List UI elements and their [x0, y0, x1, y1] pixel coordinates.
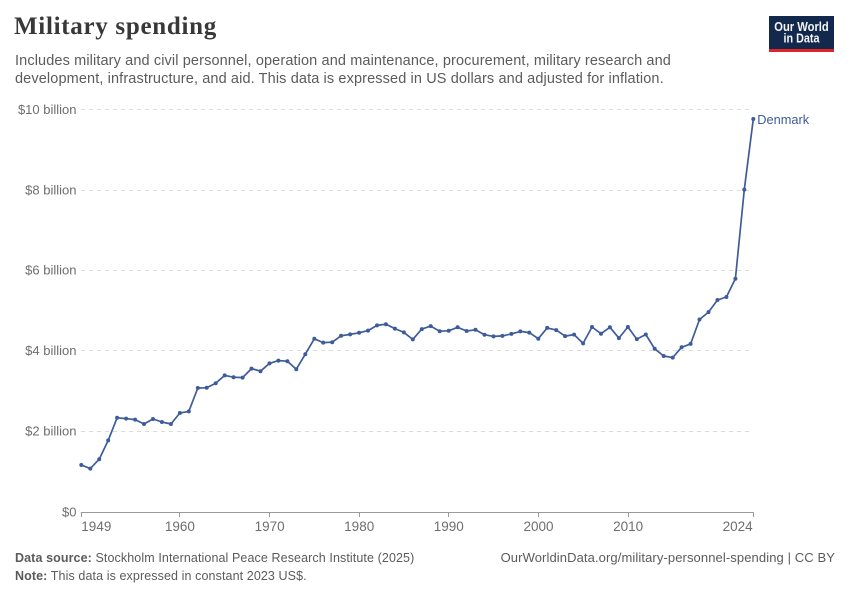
svg-text:Denmark: Denmark — [757, 112, 810, 127]
svg-text:$6 billion: $6 billion — [25, 263, 76, 278]
svg-text:1970: 1970 — [255, 519, 285, 534]
svg-text:in Data: in Data — [784, 31, 821, 46]
svg-text:2010: 2010 — [613, 519, 643, 534]
svg-text:$10 billion: $10 billion — [18, 102, 77, 117]
svg-text:2024: 2024 — [723, 519, 754, 534]
svg-text:2000: 2000 — [523, 519, 553, 534]
svg-text:$2 billion: $2 billion — [25, 424, 76, 439]
svg-text:1949: 1949 — [81, 519, 111, 534]
svg-text:1990: 1990 — [434, 519, 464, 534]
svg-text:1980: 1980 — [344, 519, 374, 534]
svg-text:1960: 1960 — [165, 519, 195, 534]
svg-text:$0: $0 — [62, 504, 76, 519]
svg-text:Our World: Our World — [774, 19, 829, 34]
svg-text:$4 billion: $4 billion — [25, 343, 76, 358]
svg-text:$8 billion: $8 billion — [25, 182, 76, 197]
